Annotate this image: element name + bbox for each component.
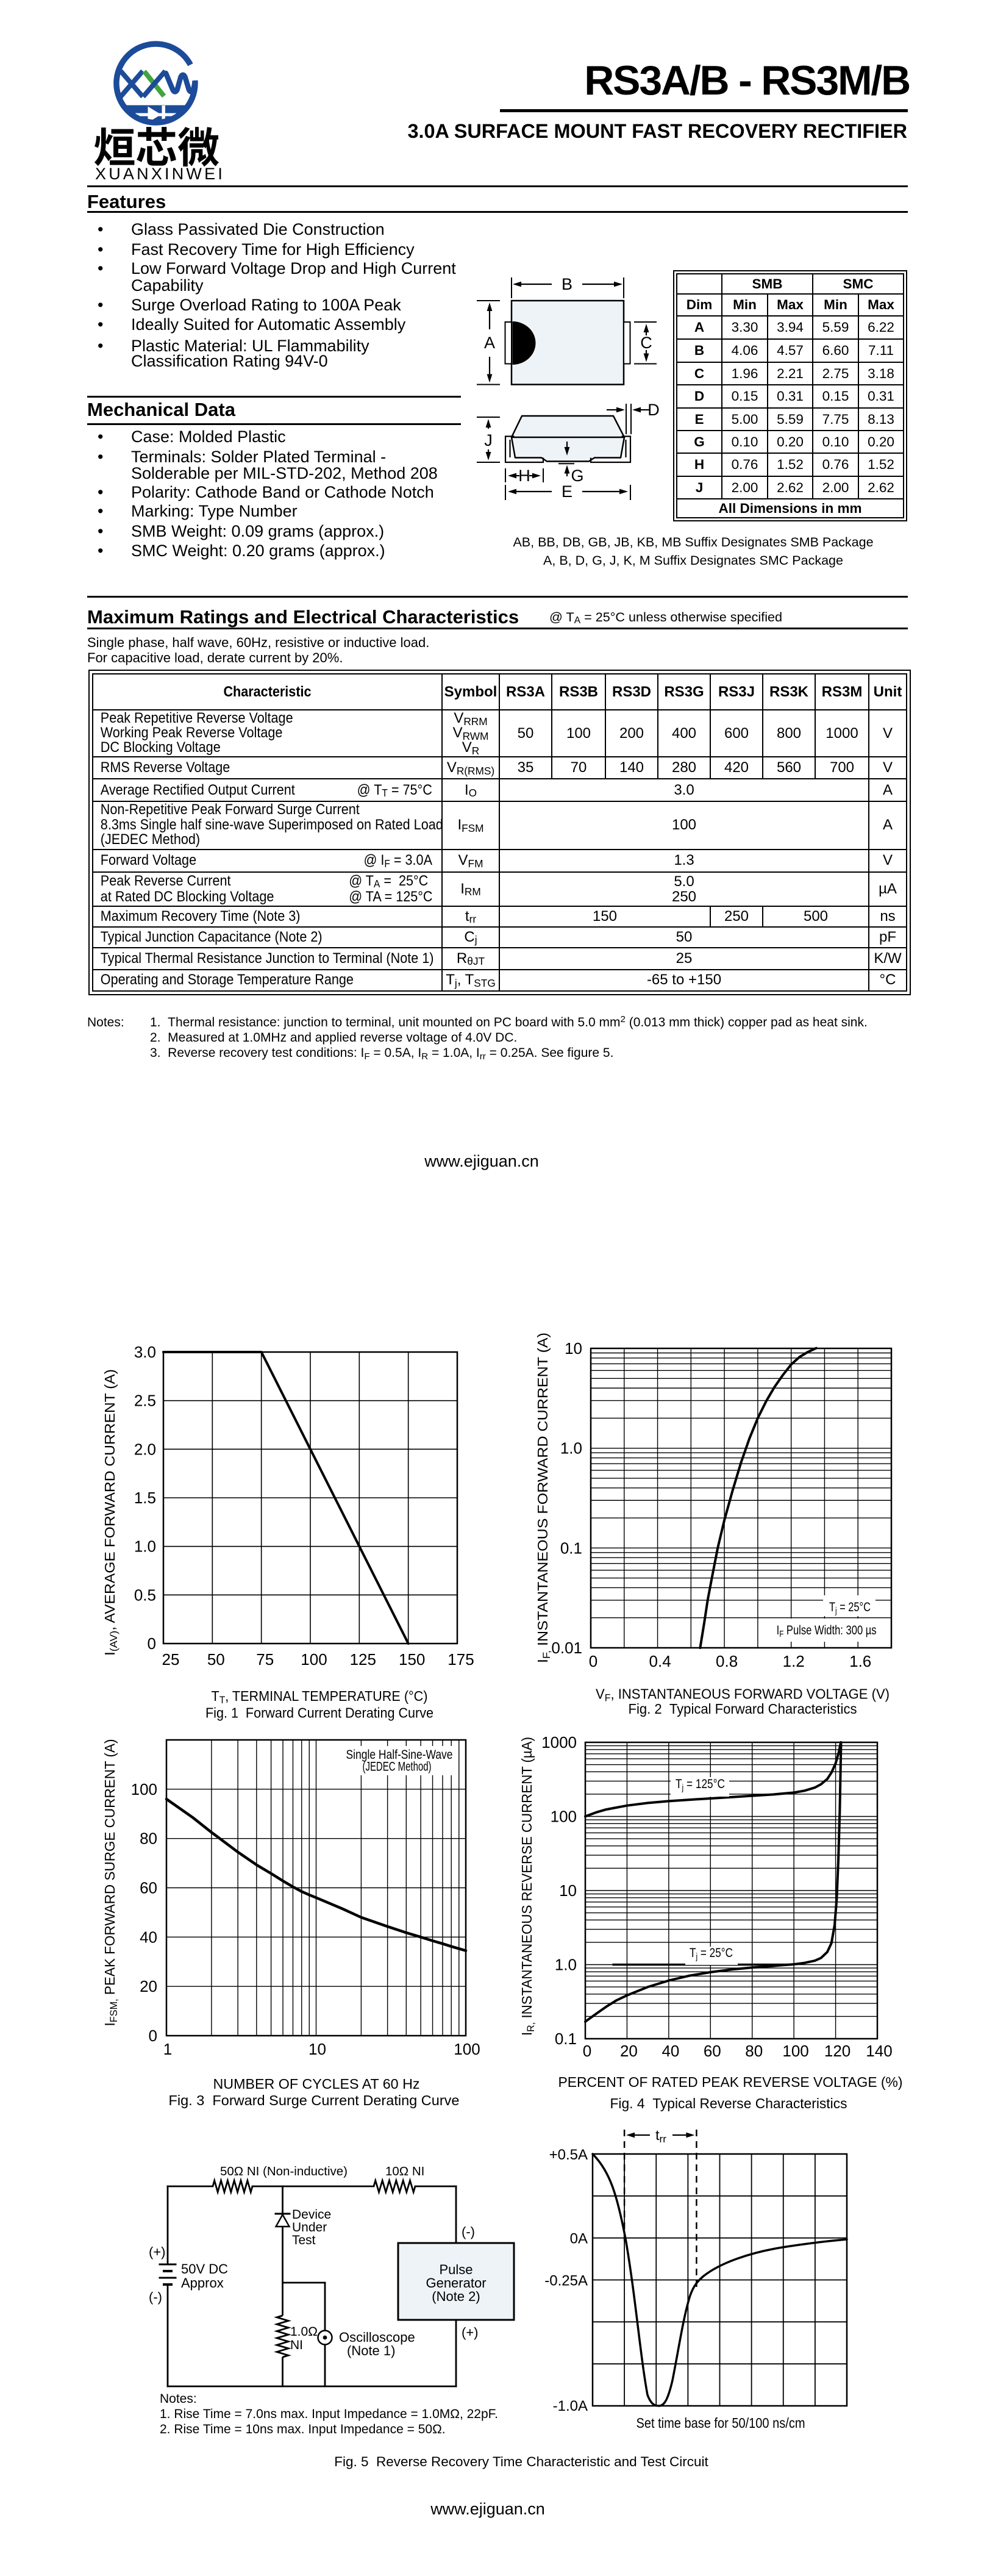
svg-text:G: G [571, 467, 583, 485]
svg-text:50: 50 [207, 1650, 225, 1669]
svg-text:+0.5A: +0.5A [549, 2147, 588, 2163]
svg-text:40: 40 [140, 1928, 157, 1946]
svg-text:-1.0A: -1.0A [553, 2398, 588, 2414]
svg-text:0: 0 [583, 2042, 591, 2060]
svg-text:VF​, INSTANTANEOUS FORWARD VOL: VF​, INSTANTANEOUS FORWARD VOLTAGE (V) [596, 1686, 890, 1704]
svg-text:(Note 1): (Note 1) [347, 2343, 395, 2358]
svg-text:trr​: trr​ [655, 2127, 666, 2145]
svg-text:100: 100 [301, 1650, 327, 1669]
svg-text:125: 125 [350, 1650, 376, 1669]
svg-text:140: 140 [866, 2042, 892, 2060]
svg-text:20: 20 [620, 2042, 638, 2060]
svg-text:100: 100 [551, 1808, 577, 1826]
svg-text:3.0: 3.0 [134, 1343, 156, 1361]
svg-text:20: 20 [140, 1977, 157, 1995]
svg-text:Oscilloscope: Oscilloscope [339, 2330, 415, 2345]
svg-text:(-): (-) [149, 2289, 162, 2305]
svg-text:TT​, TERMINAL TEMPERATURE (°C): TT​, TERMINAL TEMPERATURE (°C) [212, 1688, 428, 1706]
svg-text:Fig. 4 Typical Reverse Charac: Fig. 4 Typical Reverse Characteristics [610, 2095, 847, 2111]
svg-text:Generator: Generator [426, 2275, 486, 2291]
svg-text:60: 60 [704, 2042, 721, 2060]
svg-text:1.0Ω: 1.0Ω [290, 2325, 318, 2339]
svg-text:10: 10 [308, 2040, 326, 2058]
svg-text:120: 120 [824, 2042, 851, 2060]
svg-text:Device: Device [292, 2208, 331, 2222]
svg-text:1.5: 1.5 [134, 1489, 156, 1507]
svg-text:1000: 1000 [541, 1733, 577, 1751]
svg-text:25: 25 [162, 1650, 180, 1669]
svg-text:H: H [518, 467, 530, 485]
svg-text:0: 0 [148, 1634, 156, 1653]
svg-text:175: 175 [448, 1650, 474, 1669]
svg-text:Test: Test [292, 2233, 316, 2247]
svg-text:100: 100 [131, 1780, 157, 1798]
svg-text:(+): (+) [462, 2325, 479, 2340]
svg-text:Tj​ = 25°C: Tj​ = 25°C [829, 1600, 871, 1616]
svg-text:1.6: 1.6 [849, 1652, 871, 1670]
svg-text:0.1: 0.1 [560, 1539, 582, 1557]
svg-text:100: 100 [782, 2042, 808, 2060]
svg-text:B: B [562, 275, 572, 293]
svg-text:2.0: 2.0 [134, 1440, 156, 1458]
svg-text:50Ω NI (Non-inductive): 50Ω NI (Non-inductive) [220, 2164, 348, 2178]
svg-text:0.5: 0.5 [134, 1586, 156, 1604]
svg-text:Set time base for 50/100 ns/cm: Set time base for 50/100 ns/cm [637, 2415, 805, 2431]
svg-text:Tj​ = 125°C: Tj​ = 125°C [676, 1776, 725, 1793]
svg-text:0.1: 0.1 [555, 2030, 577, 2048]
svg-text:40: 40 [662, 2042, 679, 2060]
svg-text:80: 80 [140, 1830, 157, 1848]
svg-text:Fig. 2 Typical Forward Charac: Fig. 2 Typical Forward Characteristics [629, 1701, 857, 1717]
svg-text:2.5: 2.5 [134, 1392, 156, 1410]
svg-text:IR,​ INSTANTANEOUS REVERSE CUR: IR,​ INSTANTANEOUS REVERSE CURRENT (µA) [519, 1737, 537, 2036]
svg-text:10: 10 [559, 1881, 577, 1900]
svg-text:1.0: 1.0 [134, 1537, 156, 1556]
svg-text:60: 60 [140, 1879, 157, 1897]
svg-text:100: 100 [454, 2040, 480, 2058]
svg-text:(-): (-) [462, 2224, 475, 2239]
svg-text:75: 75 [256, 1650, 274, 1669]
svg-text:(+): (+) [149, 2244, 166, 2259]
svg-text:Pulse: Pulse [439, 2262, 473, 2277]
svg-text:0A: 0A [570, 2231, 588, 2247]
svg-text:(Note 2): (Note 2) [432, 2289, 480, 2304]
svg-text:50V DC: 50V DC [181, 2261, 228, 2277]
svg-text:Approx: Approx [181, 2275, 224, 2291]
svg-text:0: 0 [149, 2027, 157, 2045]
svg-text:0.8: 0.8 [716, 1652, 738, 1670]
svg-text:NI: NI [290, 2338, 303, 2352]
svg-text:Fig. 1 Forward Current Derati: Fig. 1 Forward Current Derating Curve [205, 1705, 433, 1721]
svg-text:E: E [562, 482, 572, 501]
svg-text:Fig. 3 Forward Surge Current: Fig. 3 Forward Surge Current Derating Cu… [169, 2092, 460, 2108]
svg-text:150: 150 [399, 1650, 425, 1669]
svg-text:IF,​ INSTANTANEOUS FORWARD CUR: IF,​ INSTANTANEOUS FORWARD CURRENT (A) [537, 1333, 552, 1663]
svg-text:80: 80 [745, 2042, 763, 2060]
svg-text:0: 0 [589, 1652, 597, 1670]
svg-text:10Ω NI: 10Ω NI [385, 2164, 424, 2178]
svg-text:(JEDEC Method): (JEDEC Method) [363, 1759, 432, 1774]
svg-text:I(AV)​, AVERAGE FORWARD CURREN: I(AV)​, AVERAGE FORWARD CURRENT (A) [102, 1369, 119, 1656]
svg-text:1: 1 [163, 2040, 172, 2058]
svg-text:0.4: 0.4 [649, 1652, 671, 1670]
svg-text:1.0: 1.0 [560, 1439, 582, 1458]
svg-text:10: 10 [565, 1339, 582, 1358]
svg-text:-0.25A: -0.25A [544, 2273, 588, 2289]
svg-text:IF​ Pulse Width: 300 µs: IF​ Pulse Width: 300 µs [777, 1623, 877, 1639]
svg-text:1.0: 1.0 [555, 1956, 577, 1974]
svg-text:0.01: 0.01 [551, 1639, 582, 1657]
svg-text:J: J [484, 431, 493, 449]
svg-text:Under: Under [292, 2220, 327, 2234]
svg-text:Single Half-Sine-Wave: Single Half-Sine-Wave [346, 1747, 453, 1762]
svg-text:PERCENT OF RATED PEAK REVERSE: PERCENT OF RATED PEAK REVERSE VOLTAGE (%… [558, 2074, 903, 2090]
svg-text:IFSM,​ PEAK FORWARD SURGE CURR: IFSM,​ PEAK FORWARD SURGE CURRENT (A) [102, 1739, 119, 2027]
svg-text:D: D [647, 401, 660, 419]
svg-text:Tj​ = 25°C: Tj​ = 25°C [690, 1945, 733, 1962]
svg-text:A: A [484, 334, 495, 352]
svg-text:NUMBER OF CYCLES AT 60 Hz: NUMBER OF CYCLES AT 60 Hz [213, 2076, 420, 2092]
svg-text:1.2: 1.2 [783, 1652, 805, 1670]
svg-text:C: C [640, 334, 652, 352]
